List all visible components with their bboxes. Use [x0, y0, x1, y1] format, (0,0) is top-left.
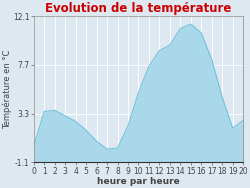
- X-axis label: heure par heure: heure par heure: [97, 177, 180, 186]
- Title: Evolution de la température: Evolution de la température: [45, 2, 232, 15]
- Y-axis label: Température en °C: Température en °C: [2, 50, 12, 129]
